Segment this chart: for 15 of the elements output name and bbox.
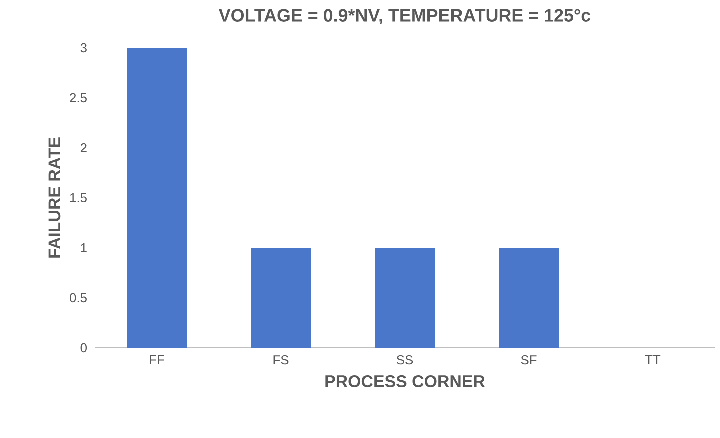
y-tick-label: 2 bbox=[80, 143, 87, 153]
y-tick-label: 1 bbox=[81, 244, 87, 252]
y-tick-label: 0 bbox=[80, 343, 87, 353]
x-tick-label: SF bbox=[521, 356, 537, 365]
x-tick-label: FF bbox=[150, 356, 164, 364]
y-tick-label: 3 bbox=[80, 43, 87, 53]
y-tick-label: 2.5 bbox=[70, 93, 87, 103]
x-tick-label: FS bbox=[274, 356, 289, 365]
y-axis-title: FAILURE RATE bbox=[48, 138, 61, 258]
y-tick-label: 1.5 bbox=[70, 193, 87, 203]
x-tick-label: TT bbox=[645, 356, 661, 364]
x-tick-label: SS bbox=[396, 356, 414, 365]
y-tick-label: 0.5 bbox=[70, 293, 87, 303]
x-axis-title: PROCESS CORNER bbox=[326, 375, 486, 388]
chart-title: VOLTAGE = 0.9*NV, TEMPERATURE = 125°c bbox=[219, 9, 591, 25]
